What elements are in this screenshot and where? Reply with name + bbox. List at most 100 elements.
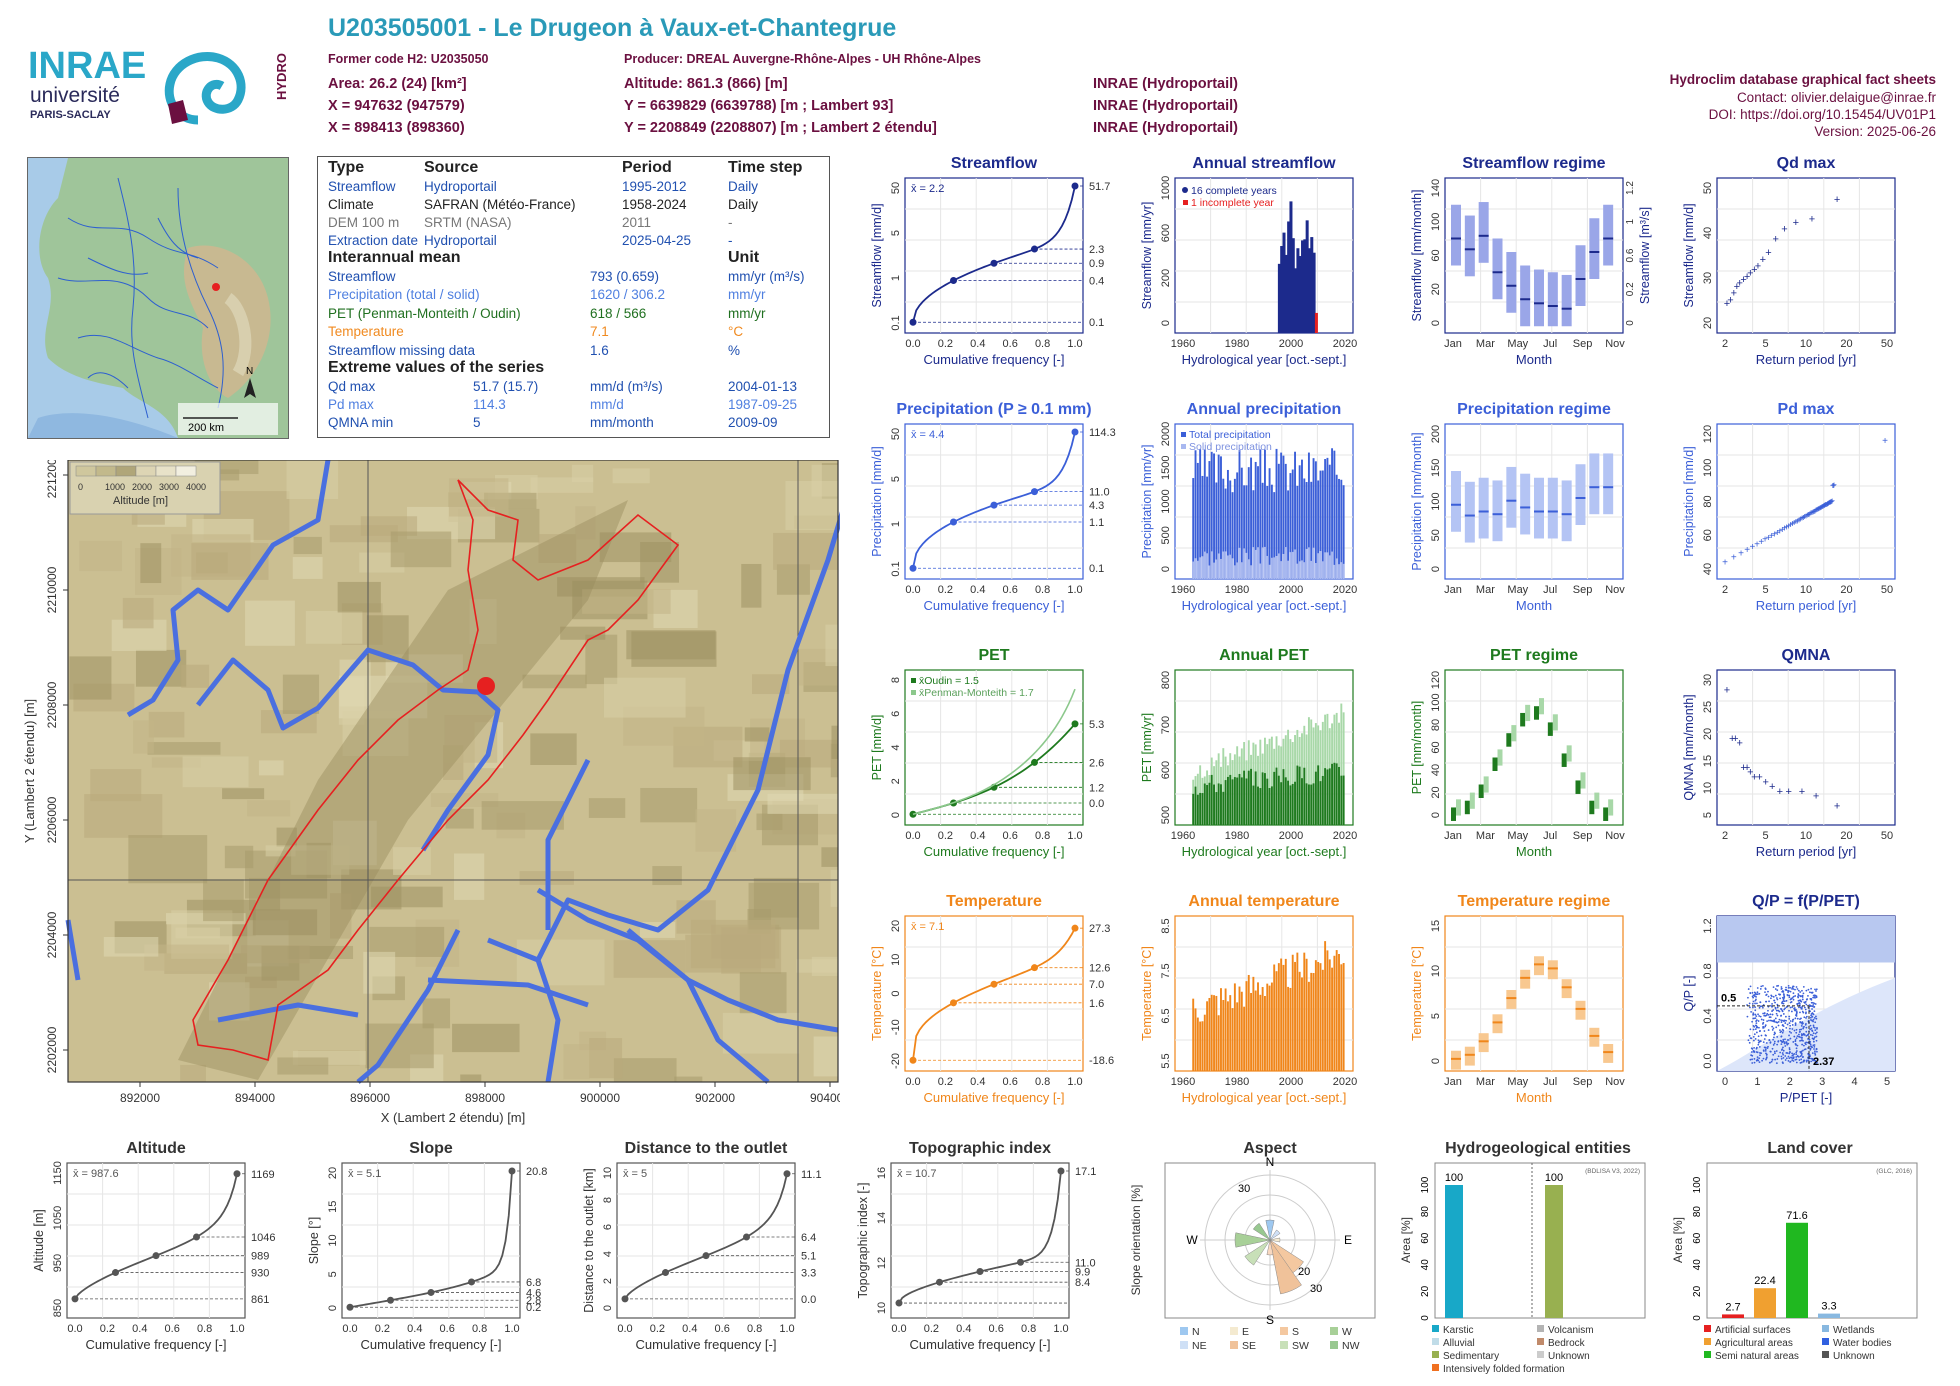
ytick: 150: [1430, 459, 1442, 477]
ring-label: 30: [1310, 1283, 1322, 1295]
annual-bar: [1321, 721, 1324, 825]
ylabel: PET [mm/yr]: [1140, 713, 1154, 782]
pet-regime-chart: PET regime Jan Mar May Jul Sep Nov 0 20 40 60 80 100…: [1400, 642, 1662, 882]
return-point: +: [1738, 548, 1744, 559]
xtick: Sep: [1573, 584, 1593, 596]
annual-bar: [1305, 958, 1308, 1071]
xtick: Jul: [1543, 830, 1557, 842]
legend-tick: 4000: [186, 482, 206, 492]
xtick: Jan: [1444, 830, 1462, 842]
ytick: 6: [602, 1224, 614, 1230]
aspect-legend-item: SE: [1242, 1340, 1256, 1352]
xtick: 4: [1852, 1076, 1858, 1088]
source-note: (BDLISA V3, 2022): [1585, 1168, 1640, 1175]
river-line: [626, 928, 770, 1084]
annual-bar: [1206, 476, 1209, 579]
ytick: 40: [1692, 1259, 1703, 1271]
return-point: +: [1802, 512, 1808, 523]
xtick: 0.8: [1035, 830, 1050, 842]
map-xtick: 900000: [580, 1091, 620, 1105]
xtick: 0.6: [165, 1323, 180, 1335]
xtick: 2: [1722, 338, 1728, 350]
annual-bar: [1194, 1008, 1197, 1071]
ytick: 60: [1420, 1232, 1431, 1244]
ytick: 6.5: [1160, 1008, 1172, 1023]
annual-bar: [1289, 739, 1292, 825]
ytick: 0.0: [1702, 1053, 1714, 1068]
xtick: 0.8: [1021, 1323, 1036, 1335]
ytick: 700: [1160, 716, 1172, 734]
annual-bar: [1307, 248, 1311, 333]
annual-bar: [1331, 448, 1334, 579]
quantile-label: 17.1: [1075, 1166, 1096, 1178]
map-xtick: 898000: [465, 1091, 505, 1105]
annual-bar: [1206, 1001, 1209, 1071]
return-point: +: [1804, 511, 1810, 522]
xtick: 1980: [1225, 584, 1249, 596]
ytick: 800: [1160, 671, 1172, 689]
doi-link[interactable]: DOI: https://doi.org/10.15454/UV01P1: [1708, 107, 1936, 122]
ylabel: Precipitation [mm/yr]: [1140, 445, 1154, 559]
aspect-petal: [1269, 1237, 1281, 1243]
annual-bar: [1231, 1008, 1234, 1071]
annual-bar: [1215, 482, 1218, 579]
ytick: 15: [1430, 920, 1442, 932]
annual-bar: [1287, 490, 1290, 579]
xtick: May: [1507, 1076, 1528, 1088]
streamflow-cdf-chart: Streamflow 0.0 0.2 0.4 0.6 0.8 1.0 0.1 1 5 50 Cumul…: [860, 150, 1122, 390]
annual-bar: [1266, 485, 1269, 579]
return-point: +: [1831, 480, 1837, 491]
ytick: 200: [1430, 425, 1442, 443]
annual-bar: [1259, 739, 1262, 825]
xlabel: Cumulative frequency [-]: [361, 1337, 502, 1352]
return-point: +: [1826, 498, 1832, 509]
regime-box: [1478, 784, 1484, 798]
xtick: Mar: [1476, 1076, 1495, 1088]
quantile-label: -18.6: [1089, 1055, 1114, 1067]
ytick: 1000: [1160, 489, 1172, 513]
ylabel: Topographic index [-]: [856, 1182, 870, 1298]
return-point: +: [1769, 781, 1775, 793]
chart-title: Annual streamflow: [1192, 155, 1336, 172]
aspect-petal: [1234, 1232, 1271, 1248]
annual-bar: [1321, 969, 1324, 1071]
xlabel: Cumulative frequency [-]: [910, 1337, 1051, 1352]
regime-box: [1534, 956, 1544, 976]
xlabel: Month: [1516, 352, 1552, 367]
return-point: +: [1782, 524, 1788, 535]
aspect-dir: S: [1266, 1313, 1274, 1327]
mean-label: x̄ = 10.7: [897, 1168, 936, 1180]
temperature-cdf-chart: Temperature 0.0 0.2 0.4 0.6 0.8 1.0 -20 -10 0 10 20…: [860, 888, 1122, 1128]
xlabel: Month: [1516, 1090, 1552, 1105]
annual-bar: [1270, 982, 1273, 1071]
ring-label: 20: [1298, 1266, 1310, 1278]
aspect-dir: N: [1266, 1155, 1275, 1169]
source-row-type: Climate: [328, 197, 374, 212]
xtick: 1960: [1171, 338, 1195, 350]
xtick: 0.0: [67, 1323, 82, 1335]
xtick: 5: [1884, 1076, 1890, 1088]
regime-box: [1492, 1014, 1503, 1034]
ytick-right: 0.2: [1625, 282, 1636, 296]
xtick: 0.6: [1003, 338, 1018, 350]
annual-bar: [1210, 451, 1213, 579]
ytick: 16: [876, 1167, 888, 1179]
quantile-label: 5.3: [1089, 719, 1104, 731]
return-point: +: [1751, 771, 1757, 783]
mean-row-value: 1620 / 306.2: [590, 287, 666, 303]
ytick: 0: [1430, 320, 1442, 326]
interannual-title: Interannual mean: [328, 249, 461, 266]
ytick: 1: [890, 521, 902, 527]
mean-row-unit: mm/yr: [728, 305, 766, 321]
ytick: 20: [1430, 786, 1442, 798]
ytick: 100: [1702, 459, 1714, 477]
temperature-regime-chart: Temperature regime Jan Mar May Jul Sep Nov 0 5 10…: [1400, 888, 1662, 1128]
ylabel: Distance to the outlet [km]: [582, 1168, 596, 1313]
return-point: +: [1740, 274, 1746, 286]
quantile-label: 4.6: [526, 1287, 541, 1299]
annual-bar: [1301, 977, 1303, 1071]
qp-label: 0.5: [1721, 992, 1736, 1004]
xtick: 1960: [1171, 1076, 1195, 1088]
annual-bar: [1340, 479, 1343, 579]
aspect-petal: [1269, 1239, 1302, 1295]
